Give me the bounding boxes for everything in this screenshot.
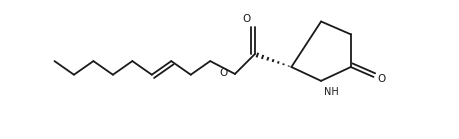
Text: O: O: [219, 68, 228, 78]
Text: NH: NH: [323, 87, 338, 97]
Text: O: O: [242, 14, 251, 24]
Text: O: O: [377, 74, 385, 84]
